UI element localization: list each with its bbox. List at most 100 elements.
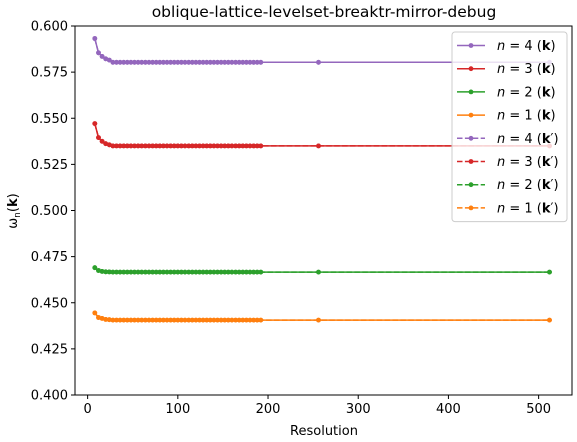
data-point	[200, 269, 206, 275]
data-point	[164, 143, 170, 149]
x-axis: 0 100 200 300 400 500	[83, 395, 551, 417]
data-point	[121, 317, 127, 323]
x-tick-label: 200	[256, 402, 281, 417]
data-point	[247, 143, 253, 149]
data-point	[139, 269, 145, 275]
data-point	[207, 317, 213, 323]
data-point	[132, 143, 137, 149]
y-tick-label: 0.550	[31, 112, 68, 127]
data-point	[168, 317, 174, 323]
data-point	[240, 269, 246, 275]
data-point	[171, 269, 177, 275]
data-point	[103, 269, 109, 275]
data-point	[132, 317, 137, 323]
data-point	[316, 269, 321, 275]
data-point	[218, 269, 224, 275]
data-point	[179, 143, 184, 149]
data-point	[204, 317, 210, 323]
series-3-kprime	[92, 121, 552, 149]
data-point	[225, 59, 231, 65]
data-point	[182, 317, 188, 323]
chart-title: oblique-lattice-levelset-breaktr-mirror-…	[152, 3, 497, 21]
data-point	[254, 143, 260, 149]
data-point	[171, 317, 177, 323]
data-point	[189, 317, 195, 323]
data-point	[124, 59, 130, 65]
data-point	[211, 269, 217, 275]
data-point	[117, 143, 123, 149]
data-point	[215, 143, 220, 149]
data-point	[146, 59, 152, 65]
legend-label: n = 2 (k)	[497, 85, 556, 100]
data-point	[547, 269, 552, 275]
legend-item: n = 2 (k)	[457, 85, 556, 100]
legend-marker	[468, 135, 474, 141]
data-point	[161, 317, 166, 323]
data-point	[247, 269, 253, 275]
data-point	[211, 143, 217, 149]
data-point	[197, 143, 202, 149]
data-point	[135, 269, 141, 275]
data-point	[153, 317, 159, 323]
data-point	[106, 57, 112, 63]
data-point	[258, 143, 264, 149]
data-point	[164, 269, 170, 275]
data-point	[103, 141, 109, 147]
data-point	[186, 317, 192, 323]
data-point	[182, 269, 188, 275]
legend-item: n = 4 (k)	[457, 39, 556, 54]
data-point	[175, 269, 181, 275]
y-tick-label: 0.400	[31, 389, 68, 404]
data-point	[135, 143, 141, 149]
data-point	[150, 59, 156, 65]
data-point	[258, 269, 264, 275]
data-point	[161, 59, 166, 65]
data-point	[150, 143, 156, 149]
data-point	[218, 59, 224, 65]
data-point	[225, 143, 231, 149]
y-tick-label: 0.525	[31, 158, 68, 173]
data-point	[211, 59, 217, 65]
data-point	[114, 59, 119, 65]
data-point	[211, 317, 217, 323]
data-point	[222, 59, 228, 65]
data-point	[236, 317, 242, 323]
data-point	[244, 59, 249, 65]
data-point	[254, 317, 260, 323]
data-point	[233, 269, 239, 275]
data-point	[146, 269, 152, 275]
data-point	[143, 143, 148, 149]
data-point	[128, 143, 134, 149]
data-point	[153, 269, 159, 275]
legend-label: n = 1 (k′)	[497, 201, 559, 216]
data-point	[186, 143, 192, 149]
data-point	[161, 143, 166, 149]
data-point	[150, 317, 156, 323]
data-point	[233, 317, 239, 323]
data-point	[236, 59, 242, 65]
x-tick-label: 0	[83, 402, 91, 417]
data-point	[117, 317, 123, 323]
data-point	[121, 143, 127, 149]
legend-item: n = 3 (k)	[457, 62, 556, 77]
legend-item: n = 3 (k′)	[457, 155, 559, 170]
data-point	[229, 143, 235, 149]
data-point	[547, 317, 552, 323]
data-point	[229, 269, 235, 275]
series-2-kprime	[92, 265, 552, 275]
data-point	[171, 59, 177, 65]
data-point	[247, 59, 253, 65]
data-point	[175, 143, 181, 149]
legend-item: n = 1 (k)	[457, 109, 556, 124]
data-point	[236, 269, 242, 275]
data-point	[135, 317, 141, 323]
data-point	[189, 269, 195, 275]
legend-item: n = 2 (k′)	[457, 178, 559, 193]
data-point	[175, 317, 181, 323]
data-point	[251, 59, 256, 65]
data-point	[124, 317, 130, 323]
y-tick-label: 0.600	[31, 20, 68, 35]
data-point	[168, 59, 174, 65]
data-point	[128, 317, 134, 323]
data-point	[164, 59, 170, 65]
